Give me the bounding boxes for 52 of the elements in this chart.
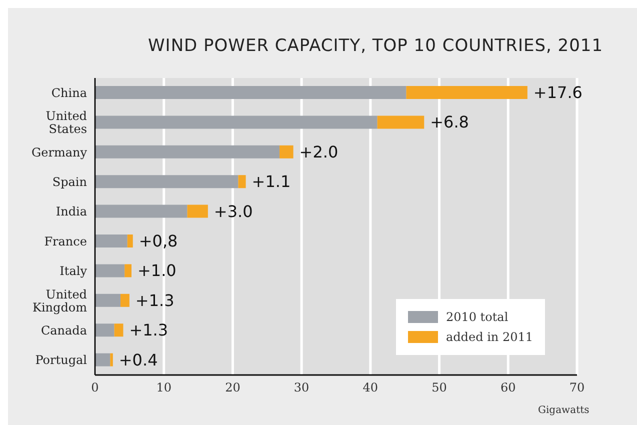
bar [127, 234, 133, 248]
data-label: +1.3 [129, 320, 168, 340]
bar [377, 116, 424, 129]
x-tick-label: 70 [569, 380, 585, 395]
x-tick-label: 60 [500, 380, 516, 395]
x-tick-label: 20 [225, 380, 240, 395]
data-label: +6.8 [430, 112, 469, 132]
bar [95, 264, 125, 278]
y-tick-label: China [51, 86, 87, 100]
bar [95, 234, 128, 248]
y-tick-label: Germany [32, 145, 88, 160]
legend-label: added in 2011 [446, 329, 533, 346]
data-label: +17.6 [533, 83, 582, 102]
x-tick-label: 50 [432, 380, 447, 395]
x-tick-label: 0 [91, 380, 99, 395]
data-label: +1.1 [252, 172, 291, 192]
bar [124, 264, 132, 278]
y-tick-label: United Kingdom [32, 287, 88, 314]
bar [95, 86, 406, 99]
data-label: +3.0 [214, 202, 253, 221]
bar [120, 294, 130, 307]
x-tick-label: 40 [362, 380, 378, 395]
bar [280, 145, 294, 158]
y-tick-label: India [56, 204, 87, 219]
chart-title: WIND POWER CAPACITY, TOP 10 COUNTRIES, 2011 [148, 36, 604, 56]
bar [187, 204, 208, 218]
data-label: +1.0 [137, 261, 176, 280]
bar [114, 324, 124, 337]
x-axis-title: Gigawatts [538, 405, 590, 416]
x-tick-label: 10 [156, 380, 172, 395]
y-tick-label: United States [46, 109, 88, 136]
bar [95, 116, 378, 129]
y-tick-label: Portugal [35, 353, 88, 368]
bar [110, 353, 113, 366]
data-label: +1.3 [135, 290, 174, 310]
legend-label: 2010 total [446, 309, 508, 326]
y-tick-label: France [44, 234, 87, 248]
bar [95, 324, 114, 337]
bar [95, 204, 188, 218]
bar [95, 175, 238, 188]
data-label: +2.0 [299, 142, 338, 162]
x-tick-label: 30 [294, 380, 310, 395]
data-label: +0.4 [118, 350, 158, 370]
y-tick-label: Spain [52, 174, 88, 189]
y-tick-label: Italy [60, 264, 88, 278]
bar [238, 175, 246, 188]
bar [406, 86, 528, 99]
bar [95, 353, 110, 366]
bar [95, 294, 120, 307]
bar [95, 145, 280, 158]
y-tick-label: Canada [40, 323, 87, 338]
data-label: +0,8 [138, 232, 178, 250]
